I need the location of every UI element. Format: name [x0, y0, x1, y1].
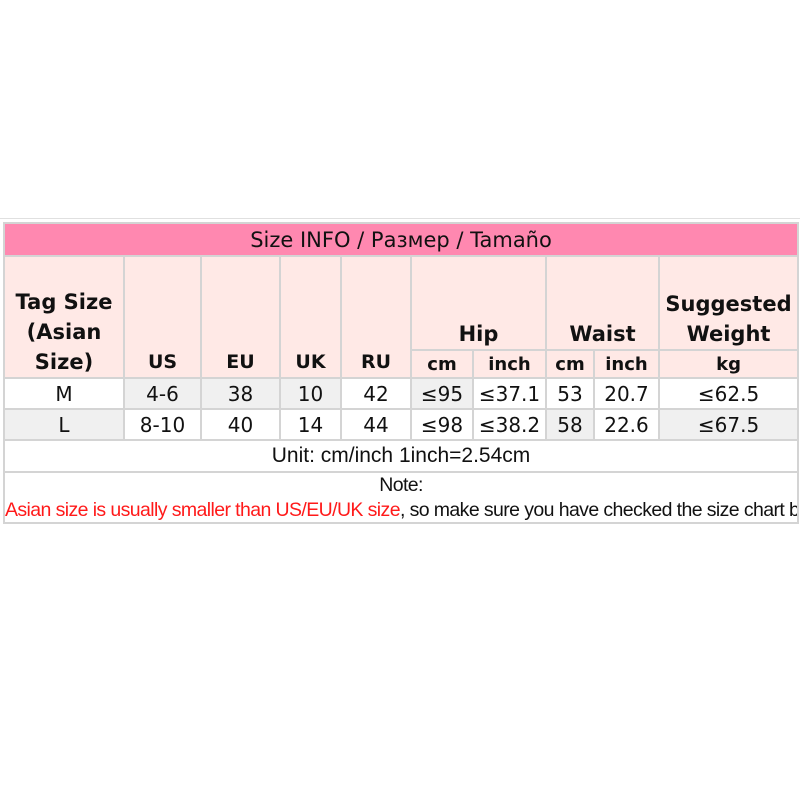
sheet-gridline: [0, 218, 800, 219]
cell-weight-kg: ≤62.5: [657, 377, 800, 410]
chart-title: Size INFO / Размер / Tamaño: [2, 222, 800, 257]
cell-tag: L: [3, 408, 125, 441]
cell-ru: 44: [340, 408, 412, 441]
cell-us: 4-6: [123, 377, 202, 410]
cell-hip-inch: ≤37.1: [472, 377, 547, 410]
cell-hip-cm: ≤98: [410, 408, 474, 441]
cell-waist-cm: 58: [545, 408, 595, 441]
note-label: Note:: [379, 474, 423, 496]
cell-waist-cm: 53: [545, 377, 595, 410]
note-cell: Note: Asian size is usually smaller than…: [2, 471, 800, 524]
unit-row: Unit: cm/inch 1inch=2.54cm: [2, 439, 800, 473]
header-weight: Suggested Weight: [657, 255, 800, 351]
cell-eu: 40: [200, 408, 281, 441]
subheader-row: cm inch cm inch kg: [4, 349, 800, 379]
cell-waist-inch: 22.6: [593, 408, 660, 441]
header-row: Tag Size (Asian Size) US EU UK RU Hip Wa…: [3, 255, 800, 379]
header-hip-inch: inch: [472, 349, 547, 379]
cell-uk: 10: [279, 377, 342, 410]
cell-tag: M: [3, 377, 125, 410]
header-uk: UK: [279, 255, 342, 379]
table-row: M 4-6 38 10 42 ≤95 ≤37.1 53 20.7 ≤62.5: [3, 377, 800, 410]
cell-eu: 38: [200, 377, 281, 410]
cell-us: 8-10: [123, 408, 202, 441]
note-row: Note: Asian size is usually smaller than…: [2, 471, 800, 524]
header-us: US: [123, 255, 202, 379]
header-weight-kg: kg: [657, 349, 800, 379]
cell-weight-kg: ≤67.5: [657, 408, 800, 441]
title-row: Size INFO / Размер / Tamaño: [2, 222, 800, 257]
header-eu: EU: [200, 255, 281, 379]
note-text: , so make sure you have checked the size…: [399, 498, 796, 521]
table-row: L 8-10 40 14 44 ≤98 ≤38.2 58 22.6 ≤67.5: [3, 408, 800, 441]
cell-hip-cm: ≤95: [410, 377, 474, 410]
header-ru: RU: [340, 255, 412, 379]
header-tag-size: Tag Size (Asian Size): [3, 255, 125, 379]
header-hip: Hip: [410, 255, 547, 351]
cell-ru: 42: [340, 377, 412, 410]
note-warning: Asian size is usually smaller than US/EU…: [5, 498, 401, 521]
header-hip-cm: cm: [410, 349, 474, 379]
size-chart-table: Size INFO / Размер / Tamaño Tag Size (As…: [2, 222, 800, 524]
header-waist-inch: inch: [593, 349, 660, 379]
cell-hip-inch: ≤38.2: [472, 408, 547, 441]
unit-note: Unit: cm/inch 1inch=2.54cm: [2, 439, 800, 473]
cell-uk: 14: [279, 408, 342, 441]
header-waist: Waist: [545, 255, 660, 351]
cell-waist-inch: 20.7: [593, 377, 660, 410]
header-waist-cm: cm: [545, 349, 595, 379]
